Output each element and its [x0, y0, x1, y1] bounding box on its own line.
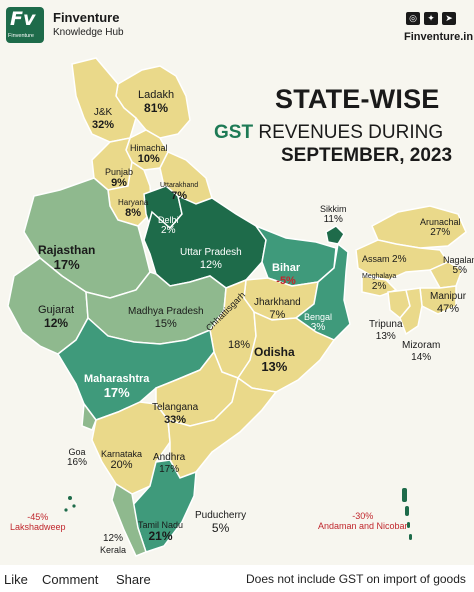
infographic-frame: Fv Finventure Finventure Knowledge Hub ◎… [0, 0, 474, 565]
label-maharashtra: Maharashtra 17% [84, 373, 150, 400]
label-mp: Madhya Pradesh 15% [128, 306, 204, 330]
label-himachal: Himachal 10% [130, 143, 168, 166]
label-rajasthan: Rajasthan 17% [38, 243, 96, 272]
label-mizoram: Mizoram 14% [402, 340, 441, 363]
india-map [7, 57, 467, 557]
andaman-islands [402, 488, 412, 540]
share-button[interactable]: Share [116, 572, 151, 587]
region-kerala [111, 482, 147, 557]
label-tripura: Tripuna 13% [369, 319, 403, 342]
label-bengal: Bengal 3% [304, 312, 333, 334]
label-manipur: Manipur 47% [430, 291, 467, 315]
region-sikkim [325, 225, 345, 245]
social-icons: ◎ ✦ ➤ [406, 12, 456, 25]
label-andaman: -30% Andaman and Nicobar [318, 511, 408, 532]
label-chhattisgarh-value: 18% [228, 339, 251, 351]
twitter-icon: ✦ [424, 12, 438, 25]
region-mizoram [399, 287, 423, 336]
footer-bar: Like Comment Share Does not include GST … [0, 572, 474, 592]
brand-tagline: Knowledge Hub [53, 27, 124, 38]
label-uttarakhand: Uttarakhand 7% [160, 182, 199, 203]
label-puducherry: Puducherry 5% [195, 510, 247, 535]
brand-logo: Fv Finventure [6, 7, 44, 43]
instagram-icon: ◎ [406, 12, 420, 25]
label-delhi: Delhi 2% [158, 215, 179, 237]
label-assam: Assam 2% [362, 254, 407, 265]
region-bengal [294, 242, 351, 341]
like-button[interactable]: Like [4, 572, 28, 587]
label-jk: J&K 32% [92, 107, 115, 131]
label-jharkhand: Jharkhand 7% [254, 297, 301, 321]
lakshadweep-islands [64, 496, 76, 512]
label-nagaland: Nagalan 5% [443, 255, 474, 277]
title-line-3: SEPTEMBER, 2023 [281, 145, 453, 166]
logo-subtext: Finventure [8, 33, 34, 39]
label-ladakh: Ladakh 81% [138, 89, 175, 115]
title-line-2-rest: REVENUES DURING [258, 122, 444, 143]
title-line-1: STATE-WISE [275, 84, 440, 114]
label-haryana: Haryana 8% [118, 198, 149, 220]
label-kerala: 12% Kerala [100, 533, 127, 555]
website-label: Finventure.in [404, 31, 474, 43]
label-telangana: Telangana 33% [152, 402, 199, 426]
label-andhra: Andhra 17% [153, 452, 186, 475]
region-jk [71, 57, 137, 143]
label-sikkim: Sikkim 11% [320, 204, 347, 226]
label-gujarat: Gujarat 12% [38, 304, 75, 330]
label-punjab: Punjab 9% [105, 167, 134, 190]
region-nagaland [428, 261, 463, 289]
footnote: Does not include GST on import of goods [246, 572, 466, 586]
title-line-2: GST REVENUES DURING [214, 122, 443, 144]
label-odisha: Odisha 13% [254, 345, 295, 374]
region-odisha [236, 310, 336, 393]
label-karnataka: Karnataka 20% [101, 449, 143, 472]
comment-button[interactable]: Comment [42, 572, 99, 587]
label-bihar: Bihar -5% [272, 262, 301, 287]
label-up: Uttar Pradesh 12% [180, 247, 242, 271]
header: Fv Finventure Finventure Knowledge Hub ◎… [0, 0, 474, 46]
label-tamilnadu: Tamil Nadu 21% [138, 520, 184, 544]
label-lakshadweep: -45% Lakshadweep [10, 512, 66, 533]
title-gst: GST [214, 122, 254, 143]
label-goa: Goa 16% [67, 447, 88, 469]
brand-name: Finventure [53, 10, 120, 25]
label-arunachal: Arunachal 27% [420, 217, 461, 239]
region-goa [81, 401, 97, 431]
telegram-icon: ➤ [442, 12, 456, 25]
logo-mark: Fv [10, 8, 36, 30]
label-meghalaya: Meghalaya 2% [362, 273, 397, 293]
